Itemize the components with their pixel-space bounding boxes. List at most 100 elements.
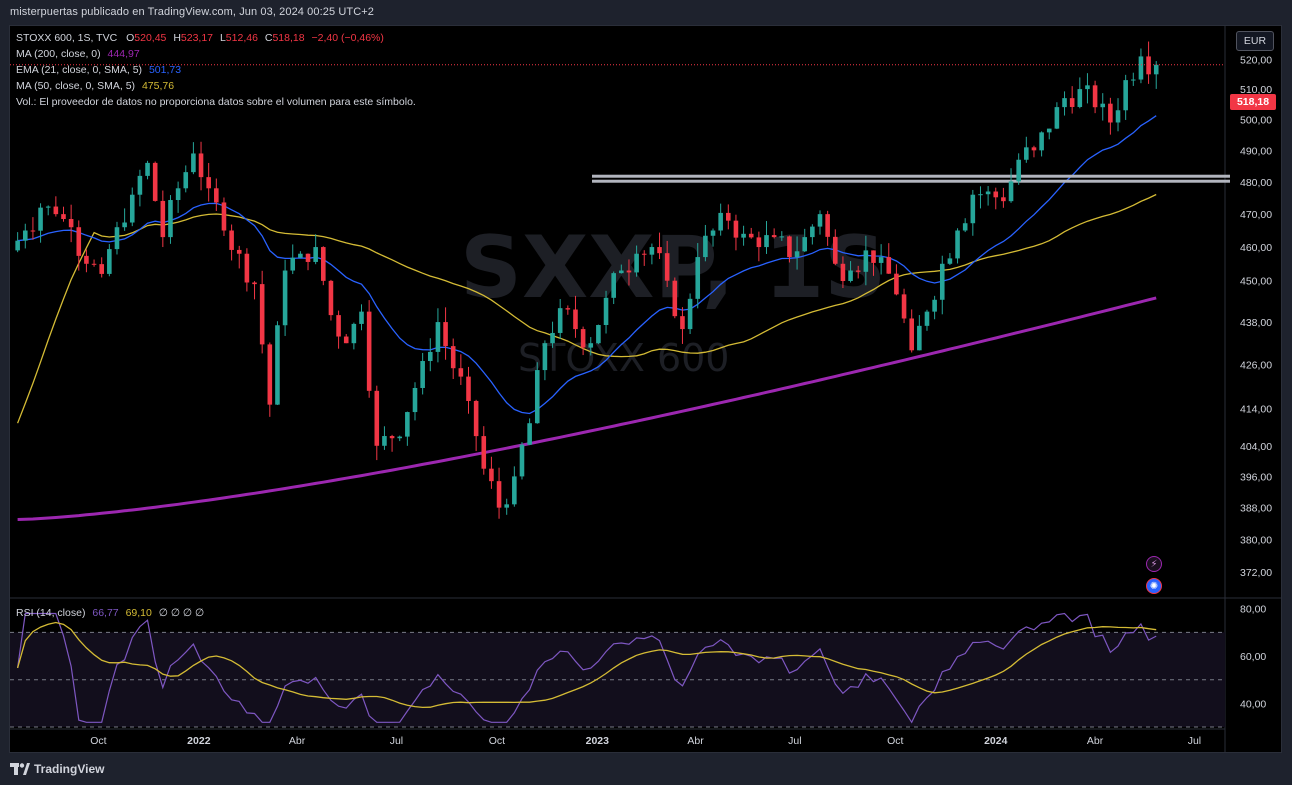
footer-brand[interactable]: TradingView	[10, 762, 104, 776]
candle-body[interactable]	[771, 235, 777, 238]
candle-body[interactable]	[206, 177, 211, 189]
candle-body[interactable]	[1001, 197, 1006, 202]
candle-body[interactable]	[267, 344, 273, 405]
candle-body[interactable]	[420, 361, 425, 388]
candle-body[interactable]	[175, 188, 181, 201]
candle-body[interactable]	[359, 311, 364, 324]
candle-body[interactable]	[909, 318, 914, 351]
candle-body[interactable]	[863, 250, 869, 272]
candle-body[interactable]	[718, 212, 723, 231]
candle-body[interactable]	[45, 206, 51, 208]
support-line-upper[interactable]	[592, 174, 1230, 178]
candle-body[interactable]	[450, 346, 456, 369]
candle-body[interactable]	[412, 387, 418, 413]
candle-body[interactable]	[275, 325, 280, 405]
candle-body[interactable]	[634, 253, 639, 273]
candle-body[interactable]	[993, 191, 999, 198]
candle-body[interactable]	[504, 504, 509, 508]
candle-body[interactable]	[924, 311, 930, 326]
candle-body[interactable]	[1046, 128, 1052, 133]
candle-body[interactable]	[748, 233, 754, 238]
candle-body[interactable]	[1077, 89, 1083, 107]
candle-body[interactable]	[61, 214, 66, 219]
candle-body[interactable]	[603, 297, 609, 326]
candle-body[interactable]	[382, 436, 387, 446]
candle-body[interactable]	[343, 336, 349, 344]
candle-body[interactable]	[458, 368, 464, 377]
candle-body[interactable]	[84, 255, 89, 264]
candle-body[interactable]	[588, 343, 594, 348]
candle-body[interactable]	[573, 309, 578, 330]
candle-body[interactable]	[710, 230, 716, 236]
candle-body[interactable]	[68, 219, 74, 228]
candle-body[interactable]	[1062, 98, 1067, 108]
candle-body[interactable]	[703, 235, 708, 258]
candle-body[interactable]	[91, 263, 97, 265]
candle-body[interactable]	[366, 311, 372, 391]
candle-body[interactable]	[886, 257, 892, 274]
candle-body[interactable]	[817, 214, 823, 227]
candle-body[interactable]	[611, 273, 616, 298]
candle-body[interactable]	[939, 263, 945, 300]
candle-body[interactable]	[534, 370, 540, 424]
candle-body[interactable]	[435, 322, 441, 352]
candle-body[interactable]	[955, 230, 960, 259]
candle-body[interactable]	[374, 390, 380, 446]
candle-body[interactable]	[810, 226, 815, 238]
candle-body[interactable]	[756, 237, 762, 248]
candle-body[interactable]	[328, 280, 334, 316]
candle-body[interactable]	[129, 194, 135, 223]
legend-ohlc[interactable]: STOXX 600, 1S, TVC O520,45 H523,17 L512,…	[16, 30, 384, 46]
candle-body[interactable]	[802, 237, 808, 252]
candle-body[interactable]	[15, 240, 20, 251]
candle-body[interactable]	[282, 270, 288, 326]
candle-body[interactable]	[1031, 147, 1037, 151]
candle-body[interactable]	[221, 202, 227, 231]
candle-body[interactable]	[641, 253, 647, 255]
candle-body[interactable]	[779, 236, 785, 238]
candle-body[interactable]	[191, 153, 196, 173]
candle-body[interactable]	[1153, 64, 1159, 75]
candle-body[interactable]	[672, 280, 678, 317]
candle-body[interactable]	[985, 191, 991, 195]
support-line-lower[interactable]	[592, 179, 1230, 183]
candle-body[interactable]	[726, 212, 731, 221]
candle-body[interactable]	[351, 323, 357, 344]
candle-body[interactable]	[321, 247, 326, 281]
candle-body[interactable]	[252, 282, 257, 285]
candle-body[interactable]	[259, 284, 265, 345]
lightning-icon[interactable]: ⚡	[1146, 556, 1162, 572]
candle-body[interactable]	[489, 468, 494, 482]
candle-body[interactable]	[30, 230, 36, 232]
chart-frame[interactable]	[9, 25, 1282, 753]
candle-body[interactable]	[664, 253, 670, 281]
candle-body[interactable]	[848, 270, 853, 281]
candle-body[interactable]	[855, 270, 861, 272]
candle-body[interactable]	[298, 253, 303, 258]
candle-body[interactable]	[565, 308, 571, 310]
candle-body[interactable]	[244, 253, 250, 283]
candle-body[interactable]	[557, 308, 563, 333]
candle-body[interactable]	[405, 412, 410, 437]
candle-body[interactable]	[481, 436, 487, 469]
candle-body[interactable]	[519, 444, 525, 477]
candle-body[interactable]	[695, 257, 701, 299]
candle-body[interactable]	[122, 222, 127, 228]
candle-body[interactable]	[443, 322, 448, 347]
candle-body[interactable]	[932, 299, 937, 312]
candle-body[interactable]	[1100, 103, 1106, 108]
candle-body[interactable]	[1108, 103, 1113, 123]
candle-body[interactable]	[38, 207, 43, 231]
candle-body[interactable]	[657, 247, 662, 254]
candle-body[interactable]	[687, 298, 693, 330]
candle-body[interactable]	[1092, 85, 1098, 108]
candle-body[interactable]	[626, 270, 632, 273]
candle-body[interactable]	[305, 253, 311, 262]
candle-body[interactable]	[1085, 85, 1090, 90]
candle-body[interactable]	[473, 400, 479, 437]
currency-button[interactable]: EUR	[1236, 31, 1274, 51]
candle-body[interactable]	[840, 263, 846, 281]
legend-rsi[interactable]: RSI (14, close) 66,77 69,10 ∅ ∅ ∅ ∅	[16, 605, 204, 621]
candle-body[interactable]	[1138, 56, 1144, 80]
candle-body[interactable]	[397, 436, 403, 439]
